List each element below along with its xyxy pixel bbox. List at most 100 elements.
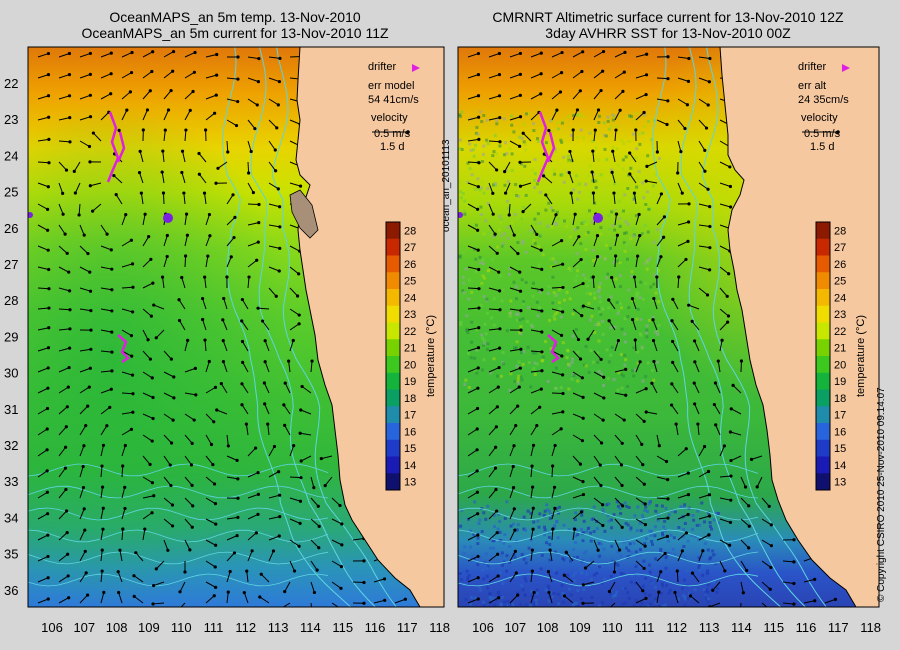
current-vector-head — [610, 170, 614, 174]
sst-speckle — [533, 217, 537, 221]
current-vector — [241, 320, 249, 331]
sst-speckle — [623, 340, 627, 344]
current-vector — [267, 424, 270, 436]
sst-speckle — [594, 323, 598, 327]
current-vector — [226, 119, 237, 126]
sst-speckle — [501, 241, 505, 245]
drifter-cluster — [163, 213, 173, 223]
sst-speckle — [616, 192, 620, 196]
drifter-legend-icon — [412, 64, 420, 72]
current-vector — [730, 431, 742, 436]
sst-speckle — [467, 297, 471, 301]
current-vector-head — [117, 590, 121, 595]
current-vector-head — [150, 69, 154, 74]
current-vector — [677, 77, 689, 82]
current-vector — [467, 161, 480, 164]
sst-speckle — [628, 248, 632, 252]
sst-speckle — [462, 291, 466, 295]
sst-speckle — [508, 267, 512, 271]
current-vector-head — [634, 128, 638, 132]
current-vector — [694, 340, 700, 352]
sst-speckle — [552, 592, 556, 595]
current-vector-head — [813, 599, 817, 603]
sst-speckle — [701, 573, 705, 577]
current-vector — [608, 320, 616, 331]
current-vector-head — [708, 246, 712, 250]
current-vector-head — [476, 576, 480, 580]
sst-speckle — [532, 129, 536, 132]
current-vector — [677, 119, 686, 129]
sst-speckle — [667, 591, 671, 595]
sst-speckle — [634, 550, 638, 554]
current-vector — [79, 266, 90, 273]
sst-speckle — [591, 248, 595, 252]
current-vector-head — [513, 549, 517, 553]
sst-speckle — [642, 559, 646, 563]
current-vector — [593, 476, 602, 486]
current-vector-head — [511, 485, 516, 490]
sst-speckle — [604, 243, 608, 247]
sst-speckle — [663, 519, 667, 523]
current-vector — [100, 308, 112, 312]
sst-speckle — [555, 110, 559, 114]
left-title-line2: OceanMAPS_an 5m current for 13-Nov-2010 … — [81, 25, 389, 41]
current-vector-head — [165, 233, 169, 238]
current-vector-head — [612, 570, 617, 574]
current-vector — [635, 388, 647, 394]
current-vector — [488, 203, 494, 215]
current-vector-head — [716, 359, 720, 363]
sst-speckle — [713, 553, 717, 556]
current-vector — [205, 361, 210, 373]
sst-speckle — [538, 221, 542, 225]
sst-speckle — [613, 594, 617, 597]
sst-speckle — [526, 345, 530, 349]
sst-speckle — [541, 355, 545, 359]
current-vector-head — [662, 235, 666, 239]
current-vector — [488, 510, 497, 520]
current-vector-head — [184, 128, 188, 132]
sst-speckle — [546, 292, 550, 295]
current-vector-head — [61, 191, 65, 195]
current-vector-head — [110, 288, 114, 292]
sst-speckle — [572, 374, 576, 377]
current-vector-head — [279, 607, 282, 610]
sst-speckle — [700, 501, 704, 505]
current-vector — [37, 224, 48, 231]
current-vector — [217, 161, 228, 169]
current-vector-head — [518, 115, 523, 119]
current-vector — [593, 109, 599, 121]
current-vector-head — [209, 442, 214, 447]
sst-speckle — [548, 318, 552, 322]
sst-speckle — [605, 158, 609, 162]
current-vector-head — [614, 254, 618, 258]
current-vector-head — [67, 270, 71, 274]
current-vector — [467, 327, 479, 331]
current-vector-head — [578, 89, 582, 93]
sst-speckle — [566, 155, 570, 158]
sst-speckle — [476, 563, 480, 567]
current-vector-head — [476, 207, 480, 211]
sst-speckle — [634, 565, 638, 568]
current-vector — [572, 90, 581, 100]
sst-speckle — [459, 200, 463, 204]
sst-speckle — [593, 331, 597, 334]
sst-speckle — [527, 546, 531, 550]
current-vector-head — [154, 567, 158, 571]
current-vector — [635, 560, 645, 569]
current-vector — [614, 368, 626, 373]
current-vector-head — [628, 172, 632, 176]
sst-speckle — [482, 114, 486, 117]
current-vector-head — [130, 373, 135, 377]
drifter-track — [106, 111, 120, 183]
colorbar-tick-label: 25 — [404, 276, 416, 288]
sst-speckle — [621, 602, 625, 606]
current-vector-head — [539, 387, 543, 391]
sst-speckle — [630, 270, 634, 274]
sst-speckle — [597, 114, 601, 118]
current-vector-head — [82, 507, 86, 511]
current-vector — [310, 602, 312, 607]
sst-speckle — [556, 127, 560, 131]
sst-speckle — [700, 563, 704, 567]
sst-speckle — [574, 511, 578, 515]
sst-speckle — [515, 194, 519, 197]
